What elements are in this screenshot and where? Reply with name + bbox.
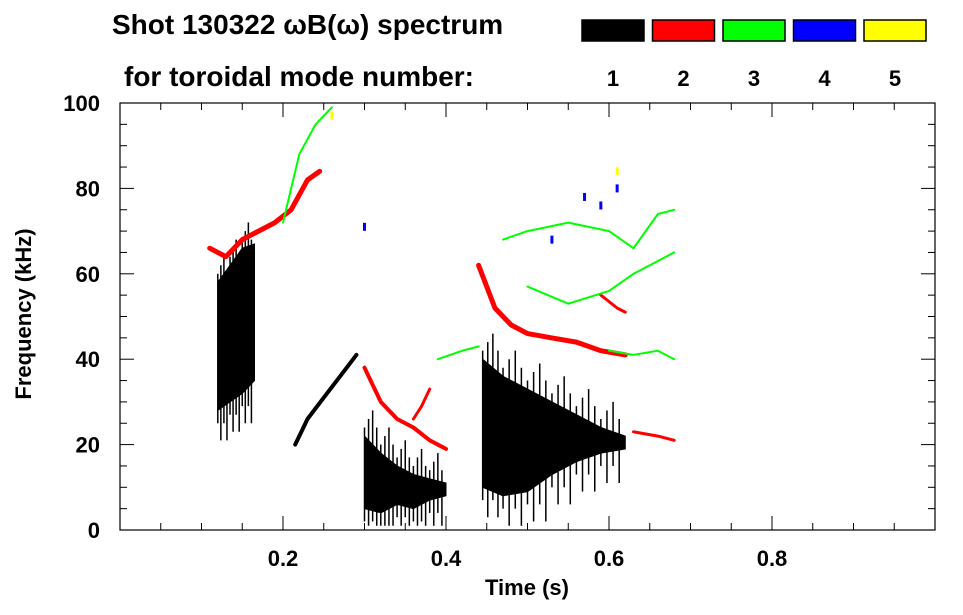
x-axis-label: Time (s) (485, 575, 569, 600)
chart-title: Shot 130322 ωB(ω) spectrum for toroidal … (112, 9, 503, 92)
series-n-3-lower (608, 349, 676, 361)
legend-label-mode-1: 1 (607, 66, 619, 91)
series-n-4-traces-point (550, 235, 554, 244)
title-line-2: for toroidal mode number: (124, 61, 474, 92)
legend-swatch-mode-5 (863, 19, 927, 42)
series-n-3-early (282, 106, 333, 224)
y-tick-label: 0 (88, 518, 100, 543)
series-n-2-chirp (362, 365, 448, 451)
series-n-1-burst-a-streaks (217, 222, 253, 441)
x-tick-label: 0.6 (594, 546, 625, 571)
x-tick-label: 0.2 (268, 546, 299, 571)
series-n-3-bridge (436, 345, 480, 361)
series-n-4-traces-point (599, 201, 603, 210)
series-n-2-upper (599, 293, 627, 314)
series-n-5-traces-point (615, 167, 619, 176)
series-n-1-burst-c (482, 358, 626, 497)
x-tick-label: 0.8 (757, 546, 788, 571)
series-n-4-traces-point (615, 184, 619, 193)
legend-label-mode-2: 2 (677, 66, 689, 91)
y-tick-label: 60 (76, 262, 100, 287)
series-n-2-low (632, 430, 676, 442)
legend-swatch-mode-1 (581, 19, 645, 42)
legend-label-mode-5: 5 (889, 66, 901, 91)
legend-label-mode-4: 4 (818, 66, 831, 91)
series-n-2-main (476, 262, 628, 358)
series-n-1-chirp (293, 352, 359, 447)
x-tick-label: 0.4 (431, 546, 462, 571)
y-axis-label: Frequency (kHz) (11, 228, 36, 399)
series-n-2-early (207, 168, 323, 260)
y-tick-label: 100 (63, 91, 100, 116)
series-n-5-traces-point (330, 111, 334, 120)
series-n-4-traces (363, 184, 619, 244)
spectrum-data (207, 106, 676, 526)
legend: 1 2 3 4 5 (581, 19, 927, 91)
series-n-2-branch (411, 387, 432, 421)
y-tick-label: 80 (76, 176, 100, 201)
axes: 0.2 0.4 0.6 0.8 0 20 40 60 80 100 (63, 91, 936, 571)
series-n-4-traces-point (583, 192, 587, 201)
series-n-4-traces-point (363, 222, 366, 231)
series-n-1-burst-b-streaks (363, 410, 443, 526)
series-n-3-mid (526, 251, 676, 305)
legend-swatch-mode-3 (722, 19, 786, 42)
legend-swatch-mode-4 (792, 19, 857, 42)
series-n-5-traces (330, 111, 619, 176)
y-tick-label: 20 (76, 433, 100, 458)
y-tick-label: 40 (76, 347, 100, 372)
legend-swatch-mode-2 (651, 19, 716, 42)
title-line-1: Shot 130322 ωB(ω) spectrum (112, 9, 503, 40)
series-n-1-burst-c-streaks (481, 333, 620, 526)
legend-label-mode-3: 3 (748, 66, 760, 91)
series-n-3-upper (502, 208, 676, 250)
